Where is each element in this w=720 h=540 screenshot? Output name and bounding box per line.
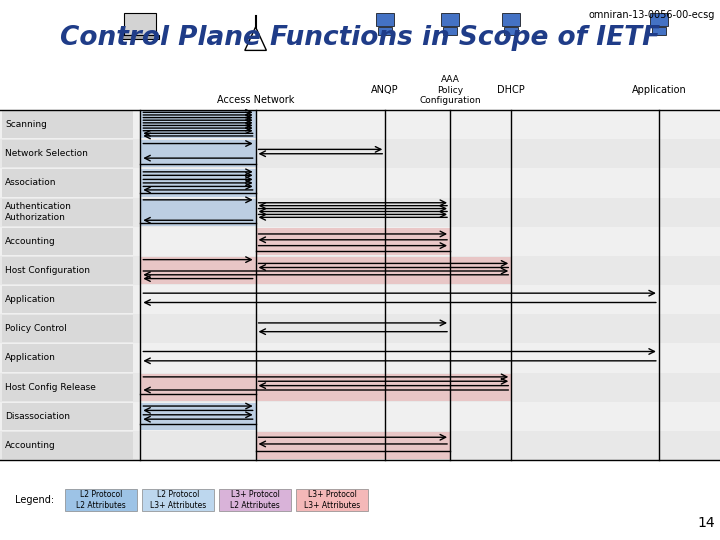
Bar bbox=[2, 315, 133, 342]
Text: Control Plane Functions in Scope of IETF: Control Plane Functions in Scope of IETF bbox=[60, 25, 660, 51]
Bar bbox=[0, 402, 720, 431]
Bar bbox=[2, 199, 133, 226]
Text: Policy Control: Policy Control bbox=[5, 324, 67, 333]
Bar bbox=[378, 26, 392, 35]
Bar bbox=[504, 26, 518, 35]
Bar bbox=[140, 199, 256, 226]
Text: L3+ Protocol
L2 Attributes: L3+ Protocol L2 Attributes bbox=[230, 490, 280, 510]
Text: 14: 14 bbox=[698, 516, 715, 530]
Bar bbox=[256, 228, 450, 255]
Bar bbox=[2, 432, 133, 459]
Text: Accounting: Accounting bbox=[5, 237, 55, 246]
Bar bbox=[0, 314, 720, 343]
Bar bbox=[140, 140, 256, 167]
Text: Scanning: Scanning bbox=[5, 120, 47, 129]
Text: L2 Protocol
L2 Attributes: L2 Protocol L2 Attributes bbox=[76, 490, 126, 510]
Text: Legend:: Legend: bbox=[15, 495, 54, 505]
Text: Network Selection: Network Selection bbox=[5, 149, 88, 158]
Bar bbox=[296, 489, 368, 511]
Bar bbox=[0, 227, 720, 256]
Bar bbox=[2, 286, 133, 313]
Text: Access Network: Access Network bbox=[217, 95, 294, 105]
Text: omniran-13-0056-00-ecsg: omniran-13-0056-00-ecsg bbox=[589, 10, 715, 20]
Bar bbox=[0, 373, 720, 402]
Text: Disassociation: Disassociation bbox=[5, 412, 70, 421]
Bar bbox=[140, 403, 256, 430]
Bar bbox=[65, 489, 137, 511]
Bar bbox=[2, 170, 133, 197]
Bar bbox=[140, 170, 256, 197]
Bar bbox=[2, 257, 133, 284]
Bar bbox=[0, 139, 720, 168]
Text: L2 Protocol
L3+ Attributes: L2 Protocol L3+ Attributes bbox=[150, 490, 206, 510]
Bar bbox=[0, 431, 720, 460]
Bar bbox=[650, 13, 668, 26]
Text: L3+ Protocol
L3+ Attributes: L3+ Protocol L3+ Attributes bbox=[304, 490, 360, 510]
Text: Application: Application bbox=[5, 353, 56, 362]
Bar bbox=[2, 345, 133, 372]
Bar bbox=[0, 198, 720, 227]
Bar bbox=[441, 13, 459, 26]
Text: DHCP: DHCP bbox=[498, 85, 525, 95]
Text: AAA
Policy
Configuration: AAA Policy Configuration bbox=[419, 75, 481, 105]
Bar bbox=[503, 13, 521, 26]
Bar bbox=[140, 111, 256, 138]
Text: Application: Application bbox=[5, 295, 56, 304]
Text: Host Configuration: Host Configuration bbox=[5, 266, 90, 275]
Bar bbox=[2, 228, 133, 255]
Text: Authentication
Authorization: Authentication Authorization bbox=[5, 202, 72, 222]
Bar bbox=[2, 111, 133, 138]
Bar bbox=[2, 140, 133, 167]
Text: Host Config Release: Host Config Release bbox=[5, 382, 96, 392]
Bar bbox=[219, 489, 291, 511]
Bar bbox=[0, 285, 720, 314]
Bar bbox=[652, 26, 666, 35]
Text: ANQP: ANQP bbox=[372, 85, 399, 95]
Bar bbox=[2, 403, 133, 430]
Bar bbox=[122, 35, 159, 39]
Bar bbox=[0, 256, 720, 285]
Text: Accounting: Accounting bbox=[5, 441, 55, 450]
Bar bbox=[0, 168, 720, 198]
Bar bbox=[256, 432, 450, 459]
Bar bbox=[142, 489, 214, 511]
Text: Application: Application bbox=[631, 85, 686, 95]
Bar bbox=[443, 26, 457, 35]
Bar bbox=[377, 13, 395, 26]
Text: Association: Association bbox=[5, 178, 56, 187]
Bar bbox=[140, 374, 511, 401]
Bar bbox=[0, 343, 720, 373]
Bar bbox=[125, 13, 156, 35]
Bar bbox=[2, 374, 133, 401]
Bar bbox=[0, 110, 720, 139]
Bar bbox=[140, 257, 511, 284]
